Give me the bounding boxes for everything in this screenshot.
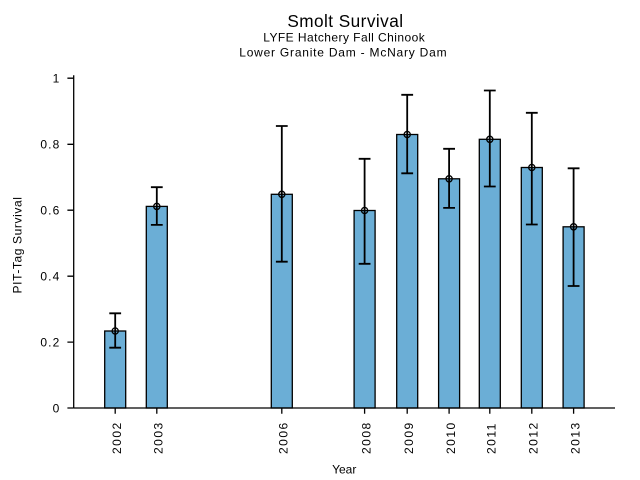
svg-text:2008: 2008: [359, 421, 373, 454]
svg-text:2002: 2002: [110, 421, 124, 454]
svg-text:0.6: 0.6: [40, 204, 60, 218]
svg-text:2011: 2011: [485, 422, 499, 454]
svg-text:Smolt Survival: Smolt Survival: [287, 11, 403, 31]
svg-text:0: 0: [53, 401, 61, 415]
svg-text:2006: 2006: [277, 421, 291, 454]
svg-text:2009: 2009: [402, 421, 416, 454]
svg-text:2013: 2013: [568, 421, 582, 454]
svg-text:0.4: 0.4: [40, 270, 60, 284]
svg-text:PIT-Tag Survival: PIT-Tag Survival: [11, 197, 25, 294]
svg-text:2012: 2012: [527, 421, 541, 454]
svg-text:2003: 2003: [152, 421, 166, 454]
svg-text:Year: Year: [332, 462, 356, 476]
svg-text:0.8: 0.8: [40, 138, 60, 152]
svg-text:Lower Granite Dam - McNary Dam: Lower Granite Dam - McNary Dam: [239, 45, 447, 59]
svg-text:LYFE Hatchery Fall Chinook: LYFE Hatchery Fall Chinook: [263, 31, 426, 45]
svg-text:0.2: 0.2: [40, 336, 60, 350]
svg-text:1: 1: [53, 72, 61, 86]
svg-text:2010: 2010: [444, 421, 458, 454]
